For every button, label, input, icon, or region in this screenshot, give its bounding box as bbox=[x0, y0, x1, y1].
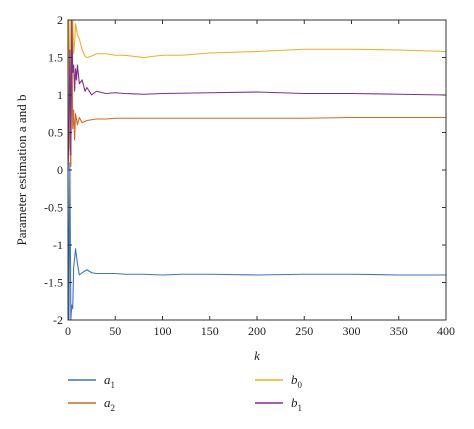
x-tick-label: 150 bbox=[201, 324, 219, 338]
series-line-b0 bbox=[68, 20, 446, 171]
y-axis-label: Parameter estimation a and b bbox=[14, 95, 29, 246]
y-tick-label: -0.5 bbox=[44, 201, 63, 215]
legend-label-b0: b0 bbox=[291, 372, 303, 390]
y-tick-label: 1 bbox=[57, 88, 63, 102]
x-tick-label: 400 bbox=[437, 324, 455, 338]
x-tick-label: 250 bbox=[295, 324, 313, 338]
series-line-a2 bbox=[68, 20, 446, 171]
legend-label-b1: b1 bbox=[291, 395, 302, 413]
y-tick-label: -2 bbox=[53, 313, 63, 327]
x-tick-label: 200 bbox=[248, 324, 266, 338]
series-layer bbox=[68, 20, 446, 320]
x-tick-label: 100 bbox=[154, 324, 172, 338]
y-tick-label: -1.5 bbox=[44, 276, 63, 290]
y-tick-label: 2 bbox=[57, 13, 63, 27]
y-tick-label: 0 bbox=[57, 163, 63, 177]
x-tick-label: 300 bbox=[343, 324, 361, 338]
y-tick-label: 1.5 bbox=[48, 51, 63, 65]
x-axis-ticks: 0 50 100 150 200 250 300 350 400 bbox=[65, 20, 455, 338]
x-tick-label: 350 bbox=[390, 324, 408, 338]
y-axis-ticks: -2 -1.5 -1 -0.5 0 0.5 1 1.5 2 bbox=[44, 13, 446, 327]
x-tick-label: 50 bbox=[109, 324, 121, 338]
legend-label-a1: a1 bbox=[104, 372, 115, 390]
y-tick-label: -1 bbox=[53, 238, 63, 252]
legend: a1 a2 b0 b1 bbox=[68, 372, 303, 413]
series-line-a1 bbox=[68, 161, 446, 320]
series-line-b1 bbox=[68, 20, 446, 171]
x-axis-label: k bbox=[254, 348, 260, 363]
x-tick-label: 0 bbox=[65, 324, 71, 338]
y-tick-label: 0.5 bbox=[48, 126, 63, 140]
legend-label-a2: a2 bbox=[104, 395, 115, 413]
